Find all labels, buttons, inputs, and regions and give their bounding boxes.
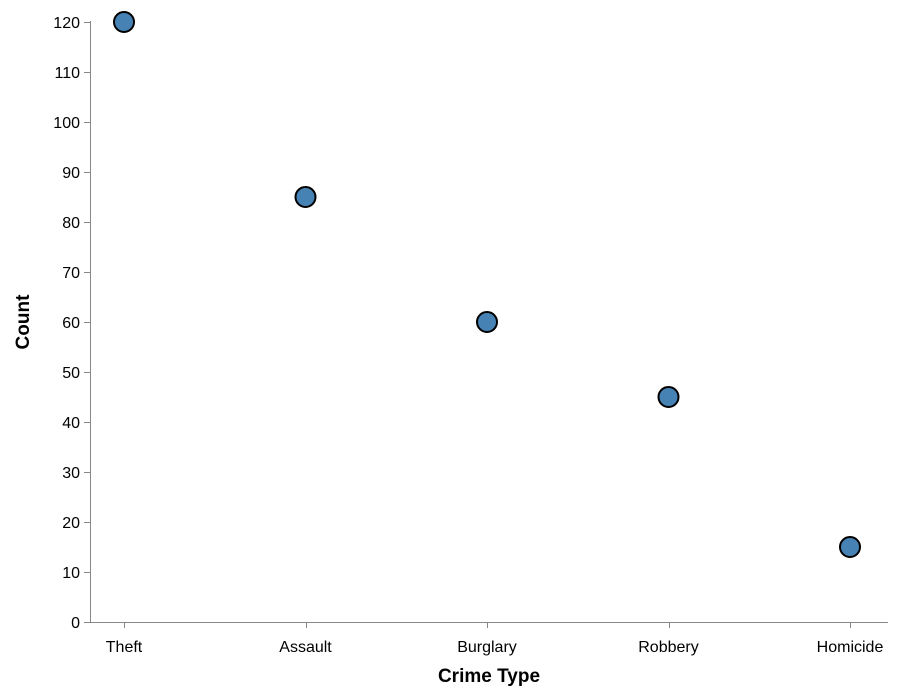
y-tick-label: 90 <box>62 165 80 182</box>
y-axis-title: Count <box>13 294 34 350</box>
x-tick-label: Robbery <box>638 639 698 656</box>
y-tick-label: 0 <box>71 615 80 632</box>
data-points <box>113 11 861 558</box>
y-tick-label: 100 <box>53 115 80 132</box>
data-point[interactable] <box>476 311 498 333</box>
y-tick-label: 120 <box>53 15 80 32</box>
y-tick-label: 10 <box>62 565 80 582</box>
x-tick-label: Burglary <box>457 639 517 656</box>
data-point[interactable] <box>113 11 135 33</box>
y-tick-label: 40 <box>62 415 80 432</box>
y-tick-label: 20 <box>62 515 80 532</box>
x-axis: Theft Assault Burglary Robbery Homicide <box>90 622 888 656</box>
x-axis-title: Crime Type <box>438 666 540 687</box>
x-tick-label: Theft <box>106 639 143 656</box>
y-tick-label: 110 <box>54 65 80 82</box>
x-tick-label: Homicide <box>817 639 884 656</box>
y-tick-label: 80 <box>62 215 80 232</box>
data-point[interactable] <box>657 386 680 408</box>
y-tick-label: 30 <box>62 465 80 482</box>
data-point[interactable] <box>839 536 861 558</box>
x-tick-label: Assault <box>279 639 332 656</box>
data-point[interactable] <box>294 186 317 208</box>
y-tick-label: 60 <box>62 315 80 332</box>
y-axis: 0 10 20 30 40 50 60 70 80 90 100 110 120 <box>53 15 91 632</box>
y-tick-label: 50 <box>62 365 80 382</box>
y-tick-label: 70 <box>62 265 80 282</box>
